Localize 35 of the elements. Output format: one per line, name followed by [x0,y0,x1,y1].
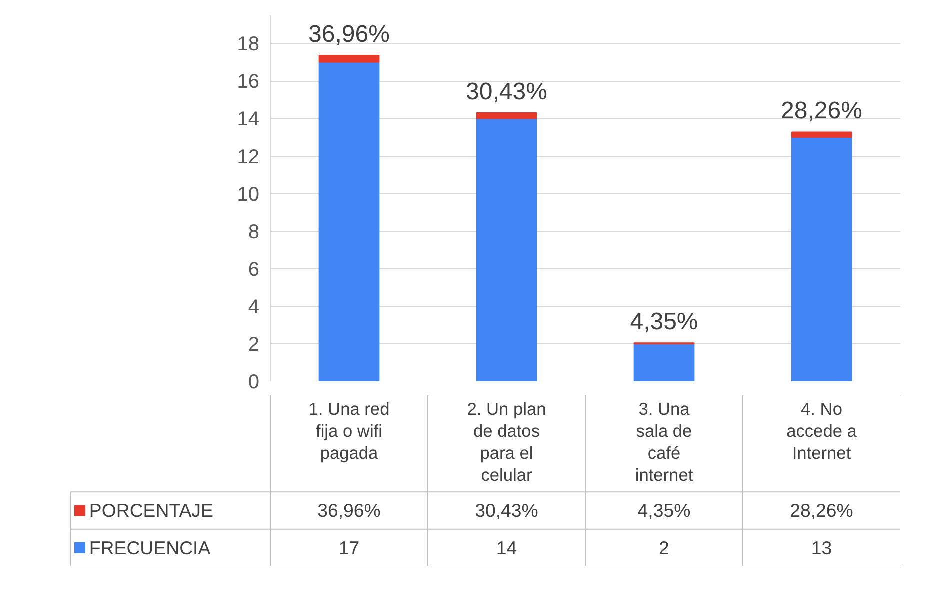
y-tick-label: 14 [237,108,260,131]
y-tick-label: 18 [237,34,260,56]
y-tick-label: 12 [237,146,260,168]
y-tick-label: 16 [237,71,260,94]
bar [634,343,695,382]
x-tick-label: 4. No accede a Internet [786,399,858,464]
bar [476,118,538,382]
text: 30,43% [466,78,548,106]
bar [476,112,538,120]
text: 36,96% [308,20,390,48]
bar [791,132,852,138]
x-tick-label: 3. Una sala de café internet [635,399,694,486]
y-tick-label: 0 [248,372,260,394]
y-tick-label: 2 [248,334,260,356]
y-tick-label: 4 [248,296,260,318]
text: 28,26% [781,98,862,125]
y-tick-label: 6 [248,258,260,281]
x-tick-label: 2. Un plan de datos para el celular [467,399,546,486]
data-label: 17 [338,537,360,558]
data-label: 36,96% [318,500,381,522]
bar [791,137,852,382]
bar [318,62,380,382]
data-label: 30,43% [475,500,538,522]
bar [318,54,380,63]
legend-label: PORCENTAJE [89,500,214,522]
x-tick-label: 1. Una red fija o wifi pagada [308,399,390,464]
text: 4,35% [630,308,698,336]
data-label: 13 [811,537,832,558]
data-label: 4,35% [638,500,691,522]
y-tick-label: 8 [248,221,260,244]
data-label: 28,26% [790,500,854,522]
data-label: 2 [659,537,670,558]
y-tick-label: 10 [237,184,260,206]
legend-label: FRECUENCIA [89,537,212,558]
data-label: 14 [496,537,518,558]
